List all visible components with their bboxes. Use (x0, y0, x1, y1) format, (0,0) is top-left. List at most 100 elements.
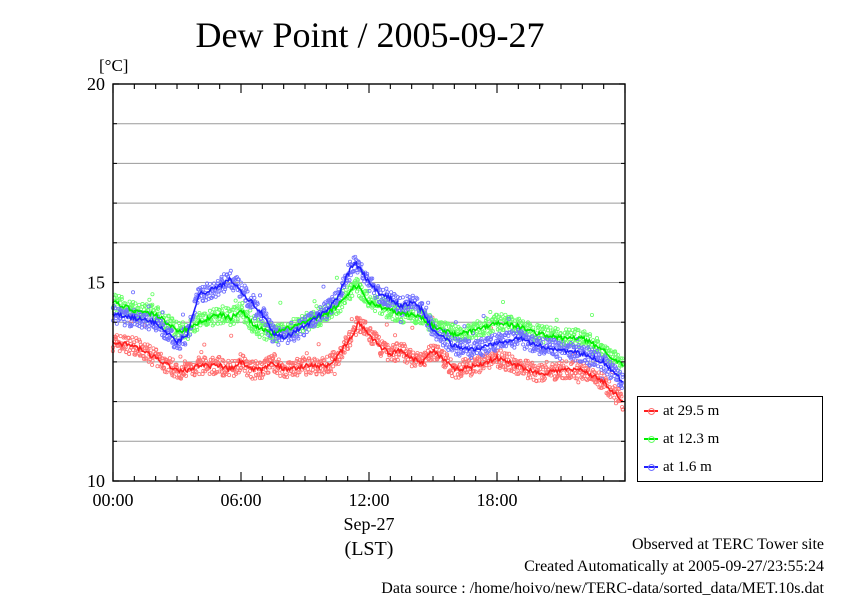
scatter-point (171, 324, 176, 329)
data-point-12-3m (346, 293, 349, 296)
scatter-point (145, 321, 150, 326)
data-point-12-3m (581, 337, 584, 339)
scatter-point (599, 385, 604, 390)
data-point-29-5m (250, 369, 253, 371)
legend-swatch-12-3m (644, 434, 658, 444)
scatter-point (207, 308, 212, 313)
scatter-point (133, 352, 138, 357)
scatter-point (230, 359, 235, 364)
scatter-point (426, 300, 431, 305)
data-point-1-6m (622, 380, 624, 383)
scatter-point (219, 274, 224, 279)
y-axis-unit-label: [°C] (99, 56, 129, 75)
scatter-point (519, 329, 524, 334)
scatter-point (119, 296, 124, 301)
scatter-point (193, 368, 198, 373)
data-point-1-6m (250, 301, 253, 304)
scatter-point (196, 316, 201, 321)
scatter-point (530, 360, 535, 365)
scatter-point (229, 333, 234, 338)
scatter-point (594, 348, 599, 353)
scatter-point (243, 320, 248, 325)
series-line-1-6m (112, 260, 624, 383)
data-point-29-5m (133, 345, 136, 347)
scatter-point (172, 319, 177, 324)
scatter-point (321, 284, 326, 289)
scatter-point (259, 332, 264, 337)
scatter-point (143, 312, 148, 317)
scatter-point (133, 351, 138, 356)
data-point-29-5m (517, 365, 520, 367)
scatter-point (444, 342, 449, 347)
scatter-point (139, 325, 144, 330)
scatter-point (246, 371, 251, 376)
scatter-point (370, 276, 375, 281)
scatter-point (125, 320, 130, 325)
scatter-point (413, 363, 418, 368)
scatter-point (304, 351, 309, 356)
data-point-1-6m (410, 301, 413, 304)
scatter-point (239, 305, 244, 310)
scatter-point (507, 351, 512, 356)
scatter-point (318, 323, 323, 328)
scatter-point (511, 331, 516, 336)
data-point-1-6m (240, 289, 242, 292)
scatter-point (214, 306, 219, 311)
data-point-12-3m (389, 309, 392, 312)
scatter-point (127, 351, 132, 356)
scatter-point (486, 349, 491, 354)
scatter-point (475, 355, 480, 360)
scatter-point (161, 366, 166, 371)
scatter-point (362, 279, 367, 284)
scatter-point (555, 327, 560, 332)
scatter-point (316, 342, 321, 347)
scatter-point (137, 302, 142, 307)
scatter-point (125, 310, 130, 315)
scatter-point (407, 295, 412, 300)
scatter-point (180, 312, 185, 317)
scatter-point (417, 310, 422, 315)
scatter-point (525, 358, 530, 363)
scatter-point (520, 319, 525, 324)
scatter-point (340, 305, 345, 310)
scatter-point (558, 356, 563, 361)
scatter-point (220, 373, 225, 378)
scatter-point (586, 345, 591, 350)
scatter-point (414, 320, 419, 325)
scatter-point (270, 365, 275, 370)
scatter-point (240, 301, 245, 306)
scatter-point (606, 349, 611, 354)
scatter-point (303, 317, 308, 322)
scatter-point (229, 307, 234, 312)
data-point-29-5m (186, 369, 189, 371)
scatter-point (410, 293, 415, 298)
scatter-point (507, 314, 512, 319)
scatter-point (207, 282, 212, 287)
scatter-point (257, 335, 262, 340)
scatter-point (147, 297, 152, 302)
scatter-point (331, 364, 336, 369)
scatter-point (146, 359, 151, 364)
scatter-point (345, 346, 350, 351)
scatter-point (373, 308, 378, 313)
scatter-point (117, 349, 122, 354)
scatter-point (613, 368, 618, 373)
data-point-1-6m (474, 349, 477, 351)
data-point-29-5m (410, 357, 413, 359)
scatter-point (513, 342, 518, 347)
scatter-point (382, 301, 387, 306)
scatter-point (300, 328, 305, 333)
scatter-point (210, 355, 215, 360)
scatter-point (271, 355, 276, 360)
scatter-point (591, 362, 596, 367)
scatter-point (244, 286, 249, 291)
scatter-point (197, 372, 202, 377)
data-point-12-3m (353, 285, 355, 288)
scatter-point (573, 358, 578, 363)
scatter-point (137, 337, 142, 342)
data-point-1-6m (197, 293, 200, 296)
data-point-12-3m (602, 349, 605, 351)
data-point-12-3m (421, 317, 424, 320)
scatter-point (123, 345, 128, 350)
scatter-point (429, 354, 434, 359)
